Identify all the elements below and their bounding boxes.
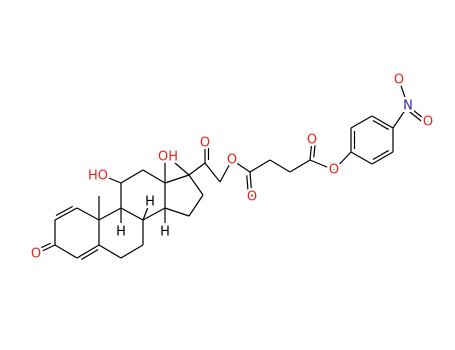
bond: [35, 244, 56, 255]
bond: [350, 151, 373, 165]
atom-label: H: [145, 195, 155, 210]
bond: [98, 207, 122, 221]
bond: [333, 151, 352, 171]
bond: [142, 207, 166, 221]
bond: [142, 169, 166, 184]
bond: [55, 205, 73, 217]
atom-label: O: [227, 153, 237, 168]
atom-label: O: [394, 73, 404, 88]
bond: [350, 115, 373, 129]
bond: [269, 159, 291, 173]
bond: [188, 162, 206, 176]
bond: [309, 159, 335, 171]
bond: [142, 201, 151, 221]
bond: [188, 194, 204, 217]
bond: [120, 244, 144, 259]
atom-label: H: [116, 225, 126, 240]
bond: [372, 120, 389, 131]
bond: [76, 207, 100, 221]
bond: [164, 174, 190, 184]
bond: [398, 79, 409, 107]
bond: [81, 249, 99, 261]
bond: [246, 175, 249, 195]
bond: [120, 207, 144, 221]
bond: [167, 156, 190, 176]
bond: [372, 149, 389, 160]
atom-label: OH: [158, 150, 178, 165]
bond: [371, 115, 394, 129]
atom-label: O: [307, 133, 317, 148]
atom-label: O: [200, 136, 210, 151]
bond: [164, 207, 190, 217]
bond: [313, 143, 316, 158]
bond: [54, 244, 78, 259]
bond: [289, 159, 311, 173]
bond: [188, 174, 204, 196]
bond: [120, 169, 144, 184]
bond: [249, 159, 271, 173]
bond: [309, 139, 313, 161]
bonds: [35, 79, 429, 261]
atom-label: HO: [88, 169, 108, 184]
bond: [204, 162, 221, 183]
bond: [98, 244, 122, 259]
bond: [219, 159, 233, 183]
atom-label: O: [423, 115, 433, 130]
atom-label: O: [329, 163, 339, 178]
bond: [371, 151, 394, 165]
bond: [103, 175, 122, 184]
bond: [54, 207, 78, 221]
atom-label: O: [247, 190, 257, 205]
bond: [249, 171, 253, 198]
bond: [407, 110, 424, 124]
atom-label: O: [31, 247, 41, 262]
atom-label: N: [403, 99, 413, 114]
bond: [392, 105, 409, 129]
bond: [36, 242, 52, 251]
bond: [76, 244, 100, 259]
atom-label: H: [160, 225, 170, 240]
bond: [231, 159, 251, 173]
bond: [407, 105, 429, 123]
